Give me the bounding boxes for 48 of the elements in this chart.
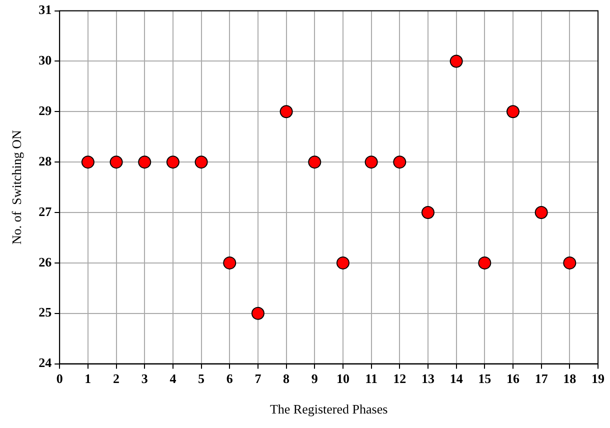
point <box>110 156 123 169</box>
x-tick-label: 2 <box>113 370 120 386</box>
point <box>336 256 350 270</box>
point <box>223 256 236 270</box>
x-tick-label: 19 <box>592 370 605 386</box>
y-axis-title: No. of Switching ON <box>9 129 24 245</box>
y-tick-label: 27 <box>38 204 52 219</box>
x-tick-label: 3 <box>141 370 148 386</box>
point <box>450 54 463 68</box>
point <box>364 156 378 169</box>
y-tick-label: 26 <box>38 254 52 270</box>
x-tick-label: 15 <box>478 370 492 386</box>
x-tick-label: 12 <box>393 370 406 386</box>
x-tick-label: 1 <box>84 370 92 386</box>
x-tick-label: 0 <box>56 370 63 386</box>
point <box>393 156 406 169</box>
x-tick-label: 14 <box>450 370 464 386</box>
y-tick-label: 30 <box>38 52 52 68</box>
x-tick-label: 10 <box>336 370 350 386</box>
x-tick-label: 7 <box>254 370 262 386</box>
x-tick-label: 13 <box>421 370 435 386</box>
point <box>563 256 576 270</box>
point <box>534 206 548 220</box>
point <box>308 156 322 169</box>
x-axis-title: The Registered Phases <box>270 402 388 417</box>
x-tick-label: 8 <box>283 370 290 386</box>
point <box>138 156 152 169</box>
point <box>194 156 208 169</box>
y-tick-label: 29 <box>38 103 52 118</box>
point <box>166 156 180 169</box>
y-tick-label: 25 <box>38 304 52 320</box>
x-tick-label: 4 <box>170 370 177 386</box>
point <box>280 105 293 118</box>
x-tick-label: 5 <box>198 370 206 386</box>
point <box>478 256 492 270</box>
x-tick-label: 17 <box>534 370 548 386</box>
x-tick-label: 6 <box>226 370 234 386</box>
point <box>506 105 520 118</box>
x-tick-label: 16 <box>506 370 520 386</box>
point <box>81 156 94 169</box>
point <box>421 206 434 220</box>
x-tick-label: 9 <box>311 370 318 386</box>
x-tick-label: 18 <box>563 370 577 386</box>
point <box>251 306 264 320</box>
y-tick-label: 24 <box>38 355 52 370</box>
y-tick-label: 28 <box>38 153 52 168</box>
x-tick-label: 11 <box>365 370 378 386</box>
y-tick-label: 31 <box>38 2 52 18</box>
